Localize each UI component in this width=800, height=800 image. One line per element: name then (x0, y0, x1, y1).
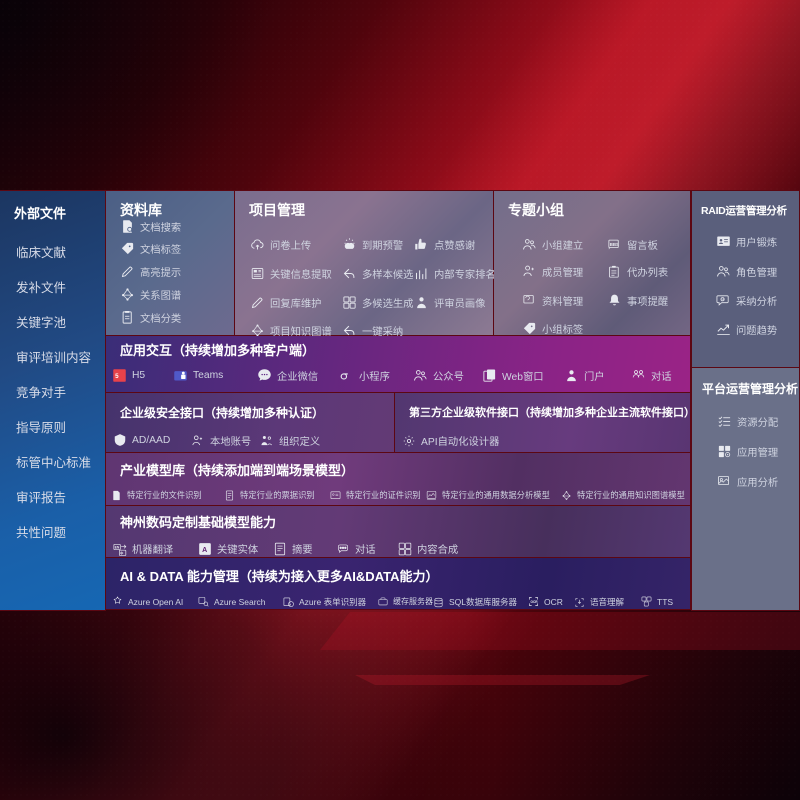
svg-text:BBS: BBS (610, 242, 619, 247)
svg-text:A: A (202, 546, 207, 553)
svg-text:中: 中 (120, 550, 123, 555)
svg-text:EN: EN (115, 545, 120, 549)
svg-text:5: 5 (115, 373, 119, 380)
svg-text:e: e (290, 603, 292, 606)
svg-text:OCR: OCR (531, 600, 539, 604)
